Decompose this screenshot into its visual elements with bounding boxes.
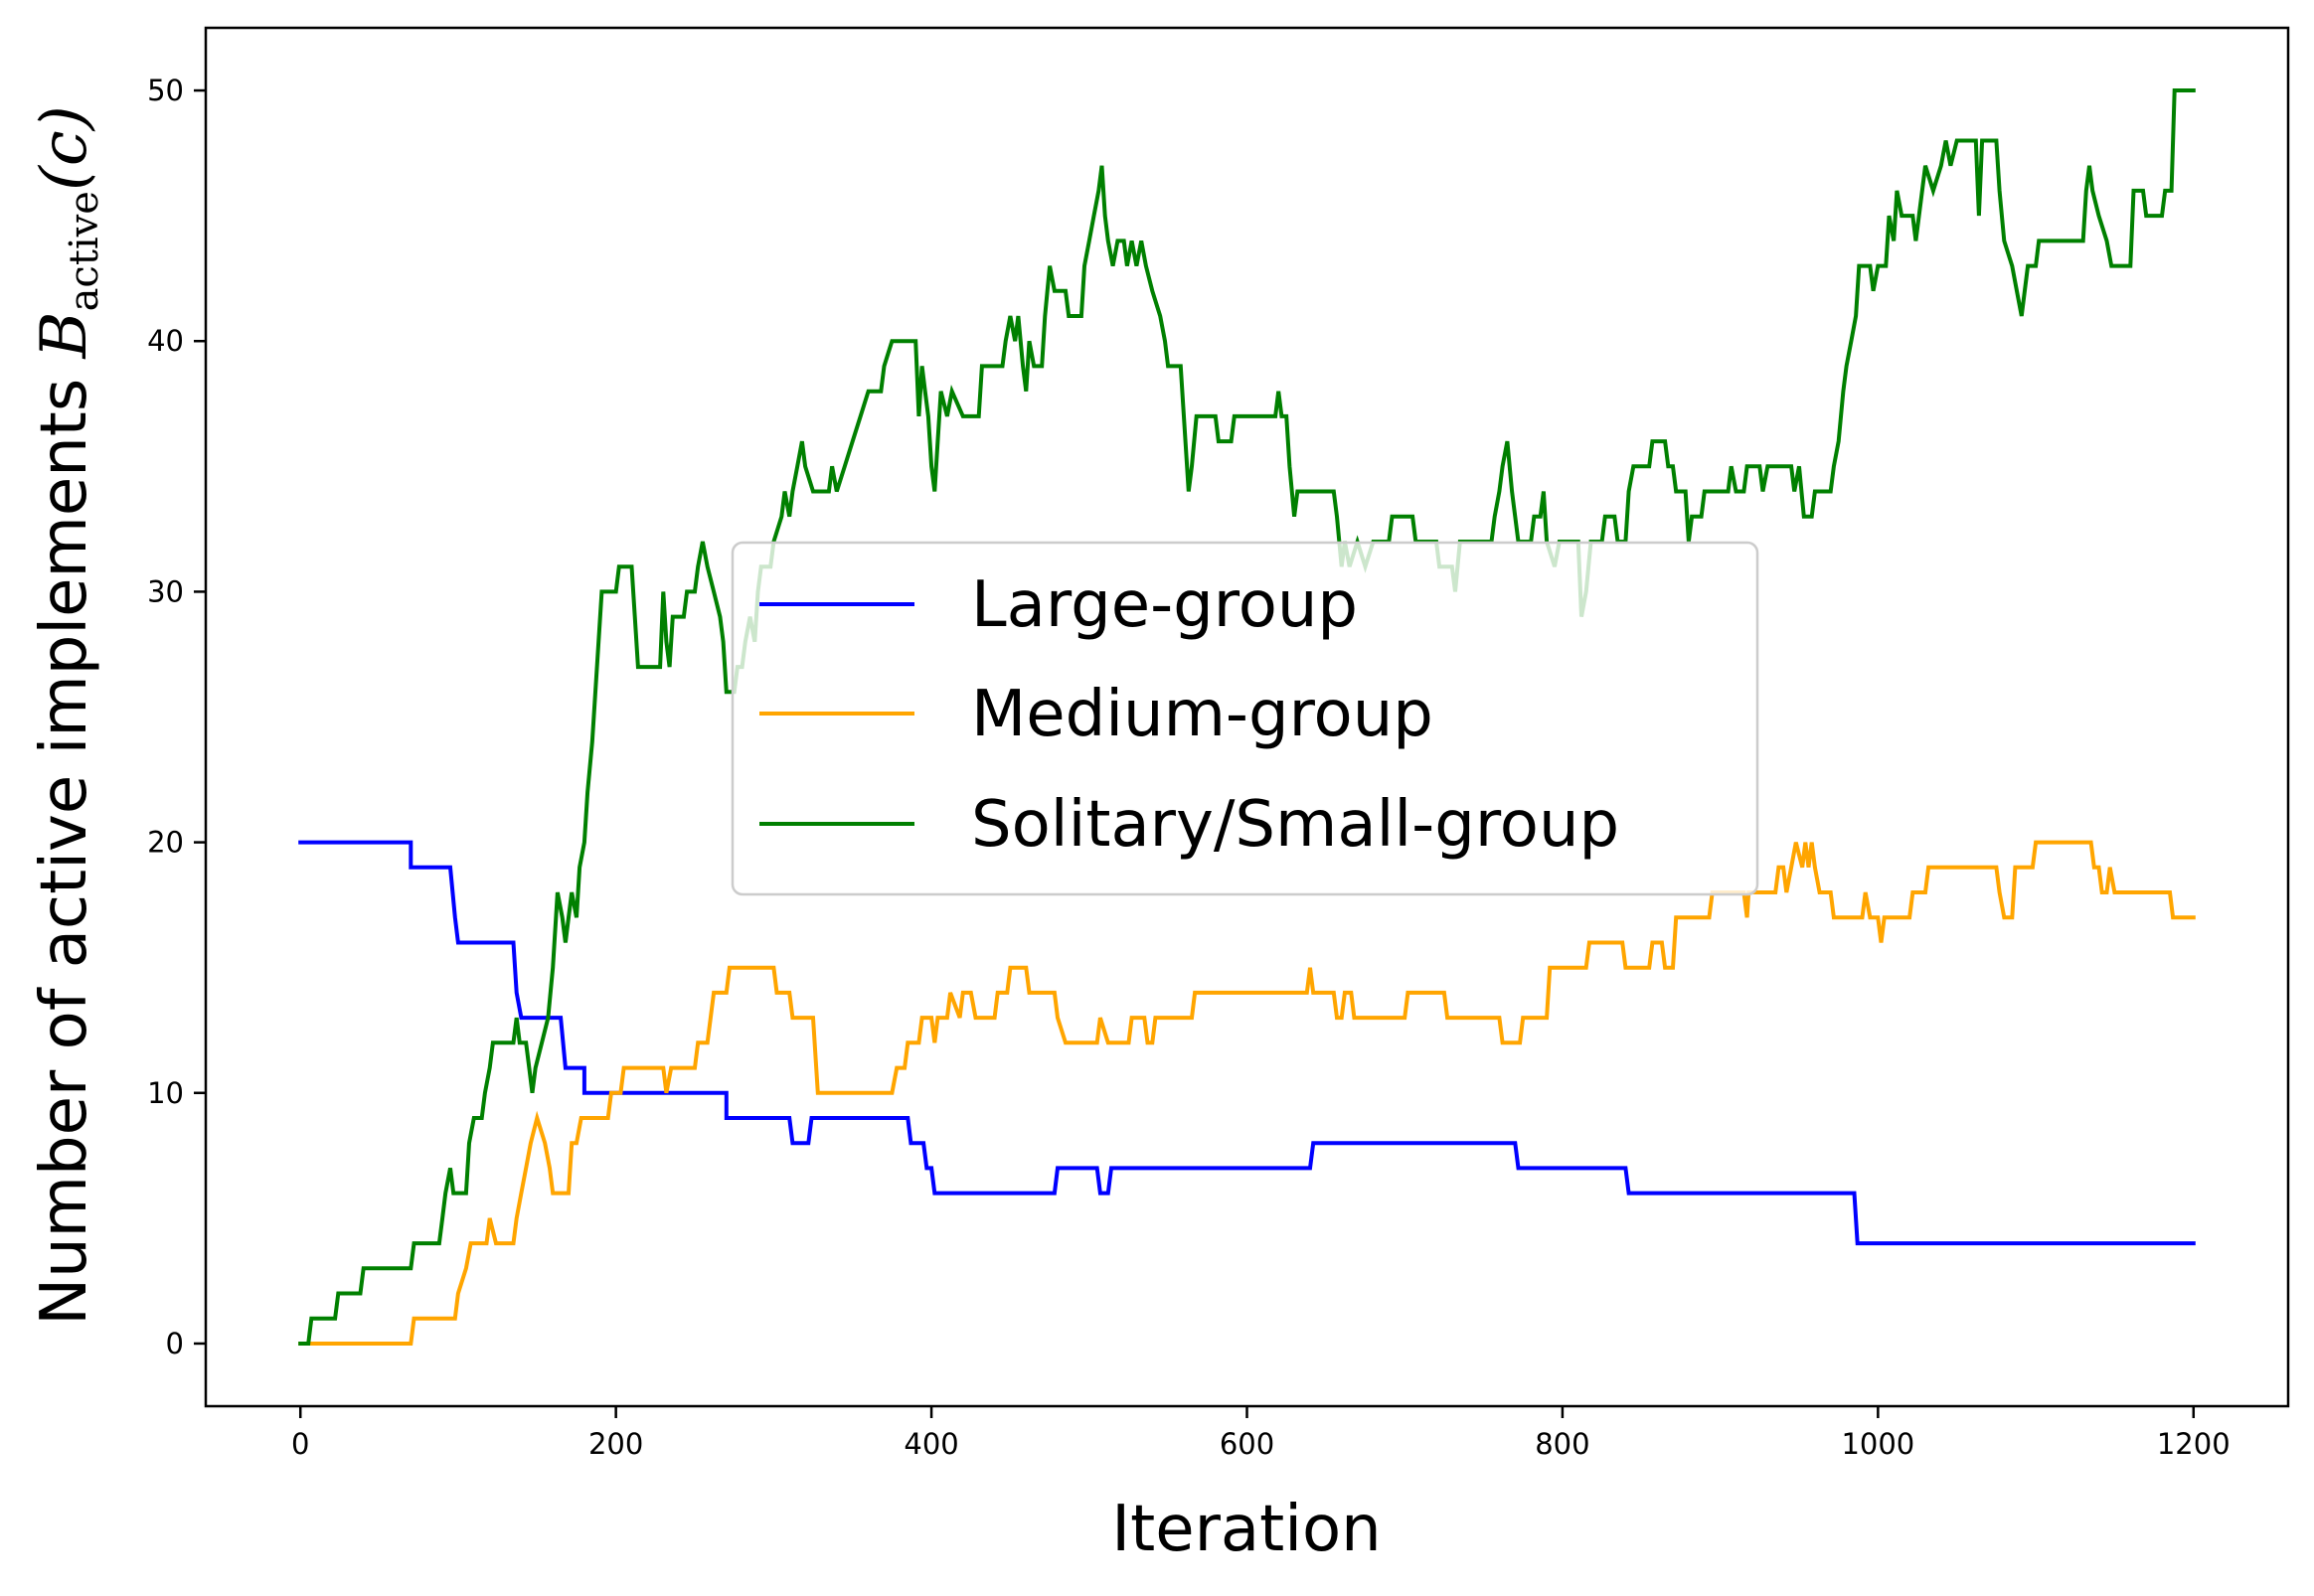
legend-label: Medium-group (971, 678, 1433, 751)
x-axis-ticks: 0 200 400 600 800 1000 1200 (291, 1406, 2231, 1461)
legend: Large-group Medium-group Solitary/Small-gr… (731, 541, 1759, 896)
series-line-large-group (298, 840, 2196, 1246)
x-tick-label: 400 (904, 1427, 958, 1461)
legend-box (731, 541, 1759, 896)
y-axis-title: Number of active implements Bactive(c) (28, 105, 107, 1326)
y-axis-ticks: 0 10 20 30 40 50 (147, 74, 206, 1360)
x-tick-label: 1200 (2157, 1427, 2231, 1461)
y-tick-label: 10 (147, 1076, 184, 1110)
y-tick-label: 50 (147, 74, 184, 107)
x-axis-title: Iteration (1111, 1493, 1381, 1566)
x-tick-label: 600 (1220, 1427, 1274, 1461)
series-layer (298, 88, 2196, 1346)
x-tick-label: 200 (588, 1427, 643, 1461)
series-line-solitary-small-group (298, 88, 2196, 1346)
y-tick-label: 30 (147, 574, 184, 608)
legend-label: Solitary/Small-group (971, 788, 1619, 862)
y-axis-title-subscript: active (62, 191, 107, 311)
x-tick-label: 1000 (1841, 1427, 1914, 1461)
y-tick-label: 0 (166, 1327, 184, 1360)
y-axis-title-argument: (c) (28, 105, 101, 191)
legend-label: Large-group (971, 568, 1358, 642)
series-line-medium-group (298, 840, 2196, 1346)
y-tick-label: 40 (147, 324, 184, 358)
x-tick-label: 0 (291, 1427, 309, 1461)
y-axis-title-symbol: B (28, 311, 101, 359)
y-axis-title-text: Number of active implements (28, 358, 101, 1325)
x-tick-label: 800 (1535, 1427, 1589, 1461)
y-tick-label: 20 (147, 826, 184, 860)
